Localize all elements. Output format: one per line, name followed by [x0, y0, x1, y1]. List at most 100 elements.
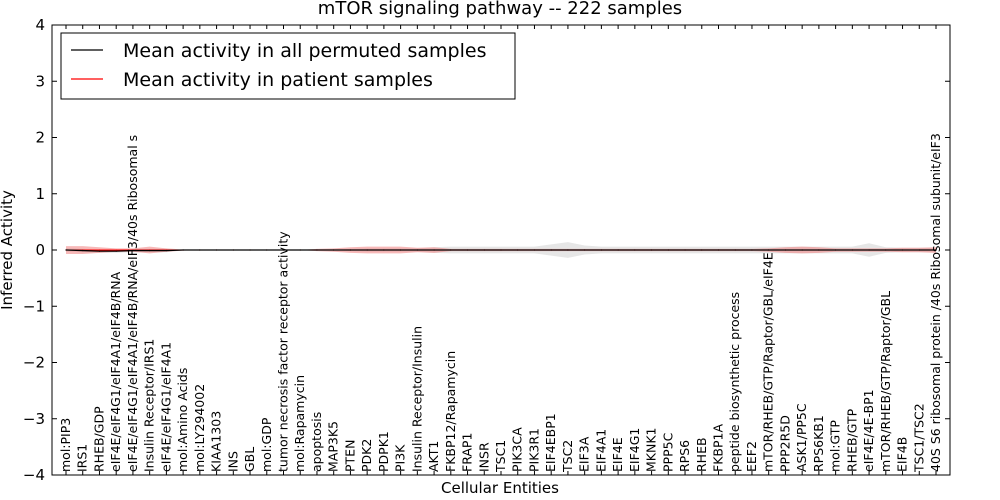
x-category-label: ASK1/PP5C	[794, 403, 809, 472]
x-category-label: PDPK1	[376, 431, 391, 472]
data-point	[98, 249, 101, 251]
data-point	[533, 249, 536, 251]
x-category-label: mol:Amino Acids	[175, 368, 190, 472]
x-category-label: Insulin Receptor/Insulin	[409, 326, 424, 472]
x-category-label: mTOR/RHEB/GTP/Raptor/GBL	[878, 291, 893, 472]
data-point	[935, 249, 937, 251]
x-category-label: INSR	[476, 442, 491, 472]
x-category-label: eIF4E/eIF4G1/eIF4A1/eIF4B/RNA/eIF3/40s R…	[125, 135, 140, 472]
x-category-label: EIF4E	[610, 437, 625, 472]
data-point	[617, 249, 619, 251]
data-point	[768, 249, 770, 251]
x-category-label: EIF4A1	[593, 429, 608, 472]
data-point	[266, 249, 268, 251]
data-point	[466, 249, 469, 251]
data-point	[918, 249, 920, 251]
x-category-label: peptide biosynthetic process	[727, 292, 742, 472]
x-category-label: MKNK1	[644, 428, 659, 472]
y-tick-label: −4	[23, 466, 45, 484]
x-category-label: mol:GDP	[259, 417, 274, 472]
data-point	[132, 249, 134, 252]
x-category-label: RPS6	[677, 440, 692, 472]
y-tick-label: 4	[35, 16, 45, 34]
data-point	[333, 249, 335, 251]
data-point	[567, 249, 569, 251]
x-category-label: PIK3CA	[510, 427, 525, 472]
y-tick-label: 3	[35, 72, 45, 90]
data-point	[65, 249, 67, 251]
data-point	[885, 249, 887, 251]
data-point	[98, 250, 101, 252]
data-point	[82, 249, 84, 252]
x-category-label: EIF4G1	[627, 428, 642, 472]
x-category-label: INS	[225, 451, 240, 472]
x-category-label: RHEB/GDP	[91, 406, 106, 472]
x-category-label: EEF2	[744, 441, 759, 472]
x-category-label: FKBP12/Rapamycin	[443, 351, 458, 472]
data-point	[450, 249, 452, 251]
data-point	[282, 249, 285, 251]
data-point	[115, 249, 117, 251]
data-point	[818, 249, 820, 251]
y-axis: 4 3 2 1 0 −1 −2 −3 −4	[23, 16, 950, 484]
data-point	[299, 249, 301, 251]
data-point	[232, 249, 234, 251]
data-point	[366, 249, 368, 251]
data-point	[684, 249, 686, 251]
x-category-label: GBL	[242, 447, 257, 472]
x-category-label: PDK2	[359, 439, 374, 472]
data-point	[784, 249, 787, 251]
x-category-label: PPP2R5D	[777, 415, 792, 472]
x-category-label: apoptosis	[309, 412, 324, 472]
data-point	[249, 249, 251, 251]
data-point	[868, 249, 870, 251]
x-category-label: EIF4EBP1	[543, 413, 558, 472]
x-category-label: mol:GTP	[828, 420, 843, 472]
x-category-label: eIF4E/eIF4G1/eIF4A1/eIF4B/RNA	[108, 271, 123, 472]
x-category-label: mol:LY294002	[192, 384, 207, 472]
data-point	[667, 249, 669, 251]
legend-box	[60, 32, 516, 100]
y-tick-label: −3	[23, 410, 45, 428]
x-category-label: KIAA1303	[209, 411, 224, 472]
data-point	[717, 249, 720, 251]
x-category-label: IRS1	[75, 444, 90, 472]
data-point	[517, 249, 519, 251]
x-category-label: FKBP1A	[711, 424, 726, 472]
series-lines	[65, 249, 937, 252]
legend-label-patient: Mean activity in patient samples	[123, 69, 433, 91]
data-point	[901, 249, 904, 251]
x-category-label: mol:PIP3	[58, 418, 73, 472]
x-category-label: EIF4B	[895, 437, 910, 472]
legend-label-permuted: Mean activity in all permuted samples	[123, 40, 486, 62]
data-point	[634, 249, 636, 251]
y-tick-label: −1	[23, 297, 45, 315]
data-point	[751, 249, 753, 251]
data-point	[550, 249, 552, 251]
legend: Mean activity in all permuted samples Me…	[60, 32, 516, 100]
data-point	[433, 249, 435, 251]
data-point	[165, 249, 167, 252]
y-tick-label: −2	[23, 354, 45, 372]
data-point	[500, 249, 502, 251]
x-category-label: FRAP1	[460, 433, 475, 472]
data-point	[416, 249, 418, 251]
x-category-label: mTOR/RHEB/GTP/Raptor/GBL/eIF4E	[761, 252, 776, 472]
data-point	[149, 249, 151, 252]
data-point	[349, 249, 352, 251]
data-point	[215, 249, 218, 251]
x-category-label: tumor necrosis factor receptor activity	[276, 231, 291, 472]
data-point	[383, 249, 385, 251]
x-category-label: TSC1/TSC2	[911, 403, 926, 473]
data-point	[316, 249, 318, 251]
y-tick-label: 0	[35, 241, 45, 259]
data-point	[835, 249, 837, 251]
data-point	[851, 249, 853, 251]
data-point	[650, 249, 653, 251]
x-category-label: 40S S6 ribosomal protein /40s Ribosomal …	[928, 133, 943, 472]
chart-title: mTOR signaling pathway -- 222 samples	[318, 0, 682, 19]
x-axis: mol:PIP3 IRS1 RHEB/GDP eIF4E/eIF4G1/eIF4A1/…	[58, 25, 943, 475]
x-category-label: TSC2	[560, 440, 575, 473]
y-tick-label: 2	[35, 129, 45, 147]
data-point	[584, 249, 586, 251]
